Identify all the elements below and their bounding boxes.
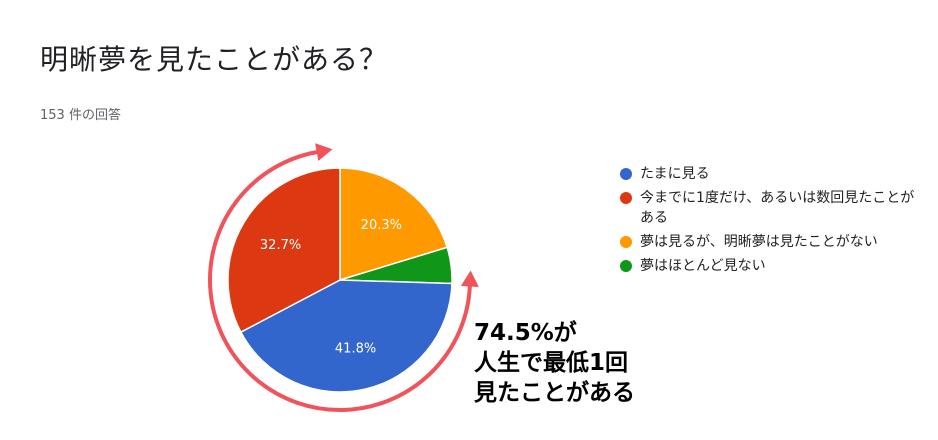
annotation-line: 人生で最低1回 bbox=[474, 350, 629, 376]
pie-slice[interactable] bbox=[339, 167, 449, 282]
legend-label: 夢は見るが、明晰夢は見たことがない bbox=[640, 234, 878, 250]
legend-item[interactable]: 夢は見るが、明晰夢は見たことがない bbox=[620, 232, 920, 252]
response-count: 153 件の回答 bbox=[40, 108, 121, 123]
legend-item[interactable]: たまに見る bbox=[620, 164, 920, 184]
legend-swatch bbox=[620, 260, 632, 272]
arrowhead-top bbox=[315, 143, 333, 161]
slice-label: 32.7% bbox=[260, 238, 301, 253]
annotation-callout: 74.5%が 人生で最低1回 見たことがある bbox=[474, 318, 635, 408]
slice-label: 20.3% bbox=[361, 218, 402, 233]
legend-label: たまに見る bbox=[640, 166, 710, 182]
legend-item[interactable]: 夢はほとんど見ない bbox=[620, 256, 920, 276]
legend-swatch bbox=[620, 168, 632, 180]
annotation-arc bbox=[208, 150, 472, 412]
legend-label: 夢はほとんど見ない bbox=[640, 258, 766, 274]
annotation-line: 見たことがある bbox=[474, 380, 635, 406]
arrowhead-right bbox=[460, 270, 479, 287]
pie-chart: 20.3% 41.8% 32.7% bbox=[208, 143, 479, 412]
chart-legend: たまに見る 今までに1度だけ、あるいは数回見たことがある 夢は見るが、明晰夢は見… bbox=[620, 164, 920, 280]
pie-labels: 20.3% 41.8% 32.7% bbox=[260, 218, 402, 356]
slice-label: 41.8% bbox=[335, 342, 376, 357]
annotation-arrow bbox=[208, 143, 479, 412]
annotation-line: 74.5%が bbox=[474, 320, 577, 346]
legend-label: 今までに1度だけ、あるいは数回見たことがある bbox=[640, 190, 915, 226]
legend-swatch bbox=[620, 236, 632, 248]
legend-item[interactable]: 今までに1度だけ、あるいは数回見たことがある bbox=[620, 188, 920, 228]
pie-slice[interactable] bbox=[227, 167, 341, 334]
pie-slices bbox=[227, 167, 453, 393]
legend-swatch bbox=[620, 192, 632, 204]
page-title: 明晰夢を見たことがある？ bbox=[40, 43, 389, 76]
pie-slice[interactable] bbox=[239, 279, 453, 393]
